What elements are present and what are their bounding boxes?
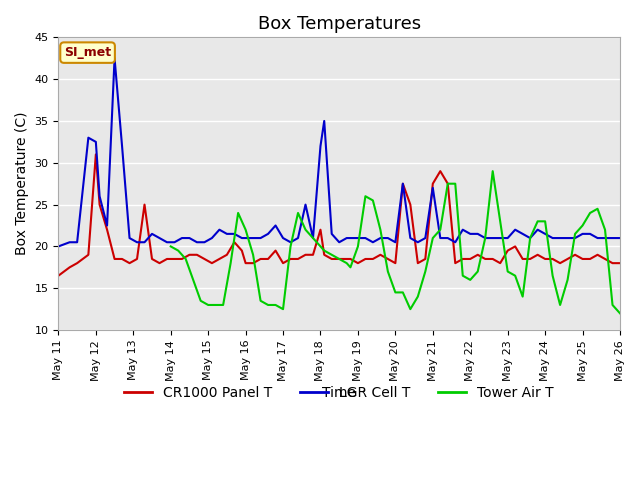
Tower Air T — [257, 298, 264, 304]
LGR Cell T — [369, 240, 377, 245]
CR1000 Panel T — [178, 256, 186, 262]
CR1000 Panel T — [294, 256, 302, 262]
Title: Box Temperatures: Box Temperatures — [258, 15, 420, 33]
CR1000 Panel T — [616, 260, 624, 266]
CR1000 Panel T — [369, 256, 377, 262]
LGR Cell T — [178, 235, 186, 241]
Line: LGR Cell T: LGR Cell T — [58, 58, 620, 246]
Tower Air T — [384, 269, 392, 275]
Tower Air T — [287, 243, 294, 249]
Y-axis label: Box Temperature (C): Box Temperature (C) — [15, 112, 29, 255]
LGR Cell T — [257, 235, 264, 241]
CR1000 Panel T — [249, 260, 257, 266]
Line: Tower Air T: Tower Air T — [171, 171, 620, 313]
CR1000 Panel T — [309, 252, 317, 258]
LGR Cell T — [616, 235, 624, 241]
LGR Cell T — [294, 235, 302, 241]
Tower Air T — [564, 277, 572, 283]
CR1000 Panel T — [257, 256, 264, 262]
Tower Air T — [436, 227, 444, 233]
Line: CR1000 Panel T: CR1000 Panel T — [58, 155, 620, 276]
LGR Cell T — [54, 243, 62, 249]
LGR Cell T — [111, 55, 118, 61]
Tower Air T — [616, 311, 624, 316]
Text: SI_met: SI_met — [64, 46, 111, 59]
CR1000 Panel T — [92, 152, 100, 157]
Tower Air T — [204, 302, 212, 308]
Legend: CR1000 Panel T, LGR Cell T, Tower Air T: CR1000 Panel T, LGR Cell T, Tower Air T — [119, 380, 559, 405]
LGR Cell T — [309, 235, 317, 241]
LGR Cell T — [249, 235, 257, 241]
X-axis label: Time: Time — [322, 386, 356, 400]
CR1000 Panel T — [54, 273, 62, 278]
Tower Air T — [167, 243, 175, 249]
Tower Air T — [489, 168, 497, 174]
